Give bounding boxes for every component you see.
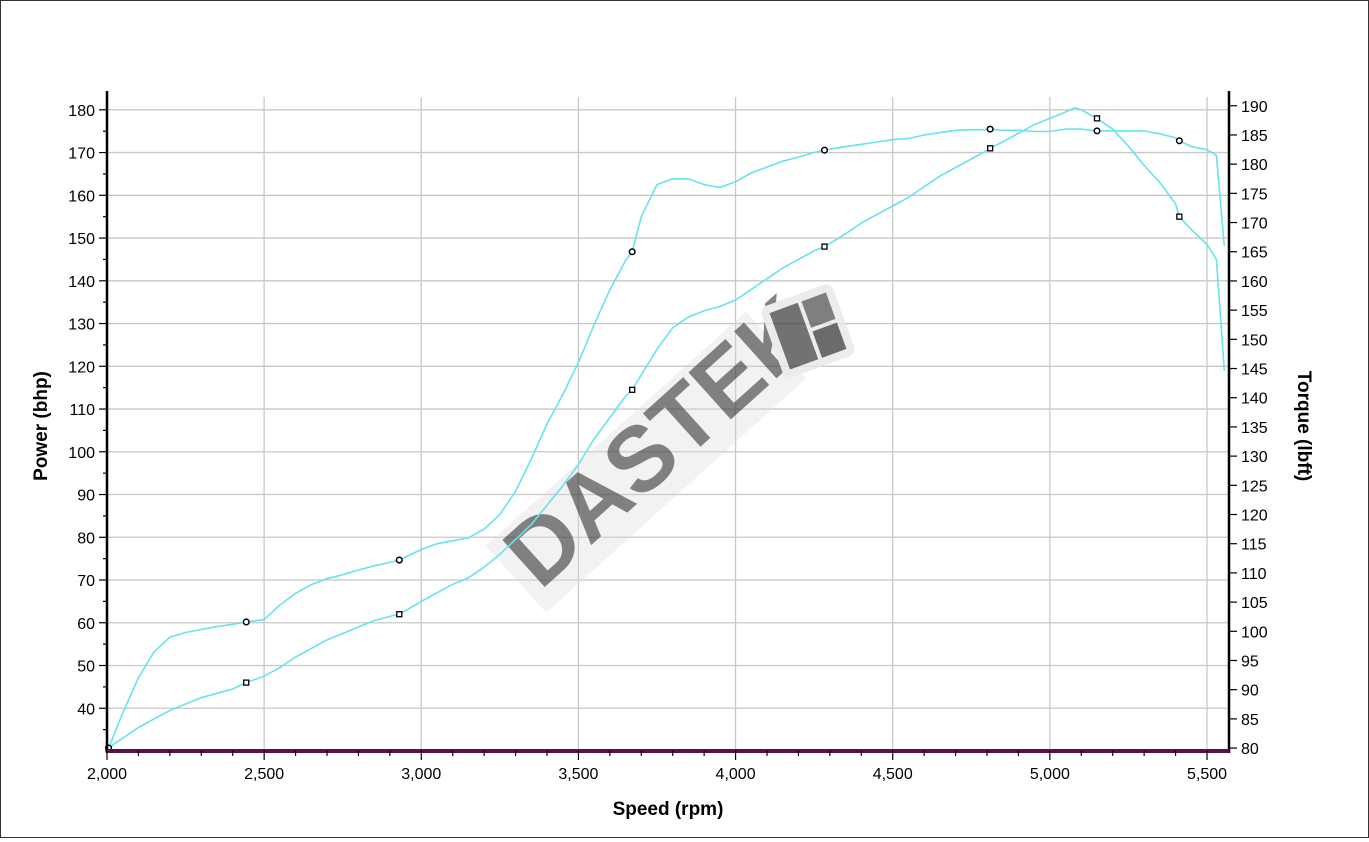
y2-tick-label: 185 [1241,128,1268,145]
y-tick-label: 100 [68,445,95,462]
x-tick-label: 4,000 [716,766,756,783]
y2-tick-label: 105 [1241,595,1268,612]
x-tick-label: 3,000 [401,766,441,783]
power-marker [243,679,250,686]
torque-marker [820,146,829,154]
torque-line [107,128,1226,749]
power-marker [396,611,403,618]
torque-marker [242,618,250,626]
x-axis-title: Speed (rpm) [613,799,724,820]
y2-tick-label: 135 [1241,420,1268,437]
y-tick-label: 60 [77,616,95,633]
y2-tick-label: 170 [1241,216,1268,233]
y2-tick-label: 145 [1241,362,1268,379]
y-tick-label: 140 [68,274,95,291]
y-tick-label: 90 [77,488,95,505]
y-tick-label: 150 [68,231,95,248]
y-tick-label: 40 [77,701,95,718]
y-axis-title-right: Torque (lbft) [1293,371,1314,481]
torque-marker [1175,137,1183,145]
y2-tick-label: 165 [1241,245,1268,262]
y2-tick-label: 100 [1241,624,1268,641]
x-tick-label: 2,500 [244,766,284,783]
x-tick-label: 3,500 [558,766,598,783]
y-tick-label: 180 [68,103,95,120]
power-marker [821,243,828,250]
y-tick-label: 130 [68,317,95,334]
y-tick-label: 120 [68,359,95,376]
y2-tick-label: 160 [1241,274,1268,291]
y2-tick-label: 175 [1241,186,1268,203]
series [105,106,1226,753]
y2-tick-label: 95 [1241,653,1259,670]
power-marker [1093,115,1101,122]
power-marker [629,386,636,393]
x-tick-label: 5,000 [1030,766,1070,783]
y-tick-label: 170 [68,146,95,163]
torque-marker [628,248,636,256]
power-line [108,106,1226,750]
y-axis-title-left: Power (bhp) [31,371,52,481]
y2-tick-label: 90 [1241,683,1259,700]
x-tick-label: 4,500 [873,766,913,783]
y-tick-label: 50 [77,659,95,676]
y2-tick-label: 110 [1241,566,1267,583]
y2-tick-label: 80 [1241,741,1259,758]
torque-marker [986,125,994,133]
power-marker [986,145,994,152]
x-tick-label: 5,500 [1187,766,1227,783]
y2-tick-label: 140 [1241,391,1268,408]
y2-tick-label: 85 [1241,712,1259,729]
y2-tick-label: 115 [1241,537,1267,554]
axes: 40 50 60 70 80 90 100 110 120 130 140 150 160 170 180 8… [68,91,1268,783]
y2-tick-label: 125 [1241,478,1268,495]
y-tick-label: 70 [77,573,95,590]
y2-tick-label: 190 [1241,99,1268,116]
torque-marker [395,556,403,564]
y2-tick-label: 120 [1241,508,1268,525]
x-tick-label: 2,000 [87,766,127,783]
y-tick-label: 80 [77,530,95,547]
y-tick-label: 110 [69,402,95,419]
y-tick-label: 160 [68,188,95,205]
y2-tick-label: 180 [1241,157,1268,174]
torque-marker [1093,127,1101,135]
y2-tick-label: 130 [1241,449,1268,466]
power-marker [1176,213,1183,220]
dastek-watermark-logo: DASTEK [485,277,855,613]
y2-tick-label: 150 [1241,332,1268,349]
y2-tick-label: 155 [1241,303,1268,320]
